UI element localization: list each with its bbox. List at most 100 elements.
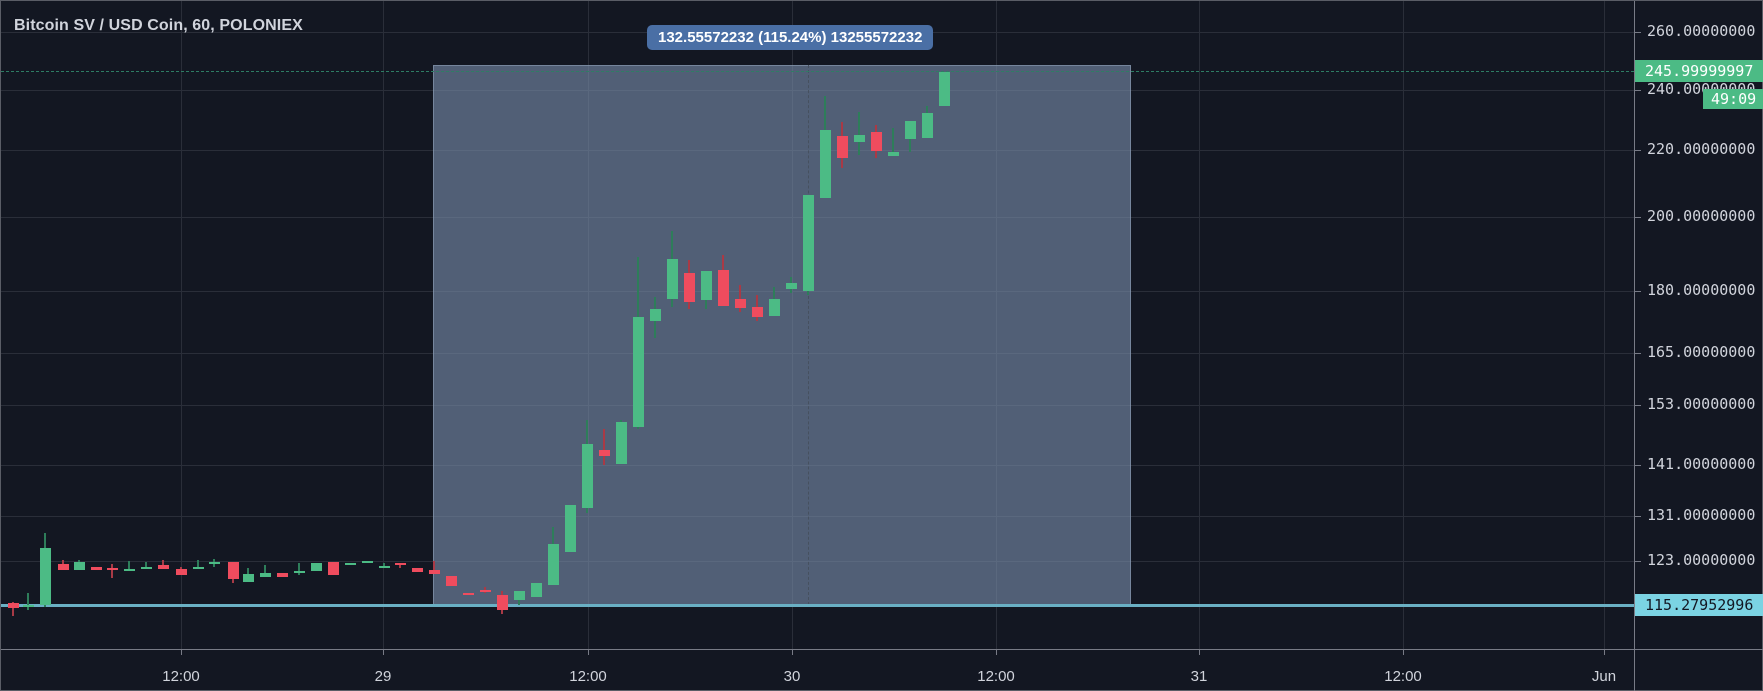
candle-body xyxy=(548,543,559,585)
candle-body xyxy=(40,548,51,605)
candle-body xyxy=(209,561,220,564)
candle-body xyxy=(633,317,644,427)
candle-body xyxy=(905,120,916,140)
candle-body xyxy=(616,421,627,464)
range-low-line[interactable] xyxy=(1,604,1634,607)
price-tick-label: 131.00000000 xyxy=(1647,506,1756,524)
price-tick-mark xyxy=(1635,561,1641,562)
candle-body xyxy=(820,129,831,198)
candle-body xyxy=(74,562,85,571)
candle-body xyxy=(429,569,440,574)
candle-body xyxy=(565,505,576,553)
candle-wick xyxy=(128,561,130,570)
candle-body xyxy=(8,603,19,608)
candle-body xyxy=(531,582,542,597)
price-range-measurement-box[interactable] xyxy=(433,65,1131,607)
measurement-label: 132.55572232 (115.24%) 13255572232 xyxy=(647,25,934,50)
candle-body xyxy=(311,563,322,571)
candle-wick xyxy=(739,285,741,312)
candle-body xyxy=(260,573,271,578)
candle-wick xyxy=(399,563,401,569)
time-axis[interactable]: 12:00 29 12:00 30 12:00 31 12:00 Jun xyxy=(1,649,1634,691)
candle-body xyxy=(379,565,390,568)
candle-body xyxy=(328,562,339,575)
price-tick-mark xyxy=(1635,90,1641,91)
candle-body xyxy=(939,72,950,106)
time-tick-mark xyxy=(588,650,589,655)
candle-body xyxy=(854,134,865,143)
crosshair-vertical-line xyxy=(808,65,809,605)
time-tick-label: 12:00 xyxy=(162,668,200,685)
price-tick-mark xyxy=(1635,150,1641,151)
time-tick-label: 12:00 xyxy=(1384,668,1422,685)
candle-body xyxy=(446,575,457,586)
candle-wick xyxy=(433,561,435,574)
candle-body xyxy=(599,449,610,456)
last-price-line xyxy=(1,71,1634,73)
candle-wick xyxy=(264,565,266,578)
candle-body xyxy=(837,136,848,159)
candle-body xyxy=(176,568,187,575)
candle-body xyxy=(107,567,118,570)
candle-body xyxy=(922,113,933,138)
candle-body xyxy=(23,604,34,607)
candle-body xyxy=(158,564,169,570)
time-tick-mark xyxy=(1403,650,1404,655)
time-tick-label: 12:00 xyxy=(977,668,1015,685)
candle-body xyxy=(141,566,152,570)
price-tick-mark xyxy=(1635,217,1641,218)
candle-body xyxy=(650,309,661,322)
chart-title: Bitcoin SV / USD Coin, 60, POLONIEX xyxy=(14,17,303,34)
candle-wick xyxy=(145,562,147,570)
price-tick-label: 153.00000000 xyxy=(1647,395,1756,413)
candle-wick xyxy=(298,563,300,576)
candle-body xyxy=(684,272,695,303)
chart-plot-area[interactable]: Bitcoin SV / USD Coin, 60, POLONIEX 132.… xyxy=(1,1,1634,649)
vertical-gridline xyxy=(1403,1,1404,649)
candle-body xyxy=(91,566,102,570)
price-tick-mark xyxy=(1635,291,1641,292)
candle-body xyxy=(497,594,508,611)
candle-body xyxy=(514,591,525,600)
candle-body xyxy=(395,563,406,566)
vertical-gridline xyxy=(1604,1,1605,649)
price-tick-mark xyxy=(1635,32,1641,33)
candle-wick xyxy=(858,111,860,155)
candle-body xyxy=(277,573,288,577)
price-tick-label: 123.00000000 xyxy=(1647,551,1756,569)
candle-body xyxy=(701,270,712,300)
candle-body xyxy=(582,444,593,508)
candle-wick xyxy=(383,563,385,568)
price-tick-mark xyxy=(1635,516,1641,517)
time-tick-label: 29 xyxy=(374,668,392,685)
last-price-tag: 245.99999997 xyxy=(1635,60,1763,82)
price-tick-mark xyxy=(1635,465,1641,466)
candle-body xyxy=(294,571,305,574)
candle-body xyxy=(345,563,356,566)
candle-wick xyxy=(27,592,29,611)
candle-body xyxy=(718,269,729,307)
time-tick-label: 31 xyxy=(1190,668,1208,685)
vertical-gridline xyxy=(181,1,182,649)
candle-wick xyxy=(162,559,164,570)
time-tick-mark xyxy=(792,650,793,655)
candle-body xyxy=(803,194,814,291)
candle-body xyxy=(667,258,678,299)
price-axis[interactable]: 260.00000000 240.00000000 220.00000000 200.… xyxy=(1634,1,1763,649)
range-low-price-tag: 115.27952996 xyxy=(1635,594,1763,616)
price-tick-mark xyxy=(1635,353,1641,354)
candle-body xyxy=(752,307,763,317)
candle-body xyxy=(243,574,254,583)
candle-wick xyxy=(603,429,605,465)
candle-body xyxy=(412,567,423,573)
candle-body xyxy=(463,592,474,595)
time-tick-label: Jun xyxy=(1591,668,1617,685)
candle-body xyxy=(193,567,204,570)
candle-body xyxy=(362,561,373,564)
vertical-gridline xyxy=(1199,1,1200,649)
price-tick-label: 141.00000000 xyxy=(1647,455,1756,473)
time-tick-label: 12:00 xyxy=(569,668,607,685)
price-tick-label: 260.00000000 xyxy=(1647,22,1756,40)
candle-body xyxy=(228,562,239,579)
candle-body xyxy=(480,589,491,592)
